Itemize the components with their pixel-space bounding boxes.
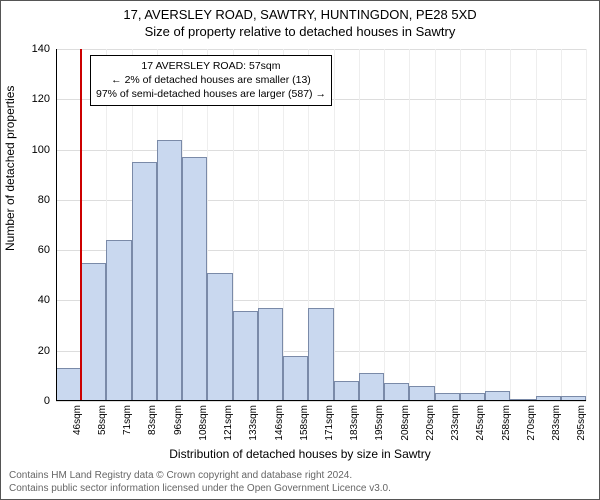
chart-container: 17, AVERSLEY ROAD, SAWTRY, HUNTINGDON, P… (0, 0, 600, 500)
gridline (510, 49, 511, 401)
x-tick-label: 220sqm (425, 401, 436, 441)
x-tick-label: 245sqm (475, 401, 486, 441)
histogram-bar (132, 162, 157, 401)
histogram-bar (182, 157, 207, 401)
x-tick-label: 108sqm (198, 401, 209, 441)
y-tick-label: 80 (20, 194, 56, 206)
gridline (485, 49, 486, 401)
histogram-bar (409, 386, 434, 401)
x-axis-label: Distribution of detached houses by size … (1, 447, 599, 461)
marker-line (80, 49, 82, 401)
x-tick-label: 233sqm (450, 401, 461, 441)
footer: Contains HM Land Registry data © Crown c… (9, 469, 391, 495)
y-tick-label: 20 (20, 345, 56, 357)
y-tick-label: 0 (20, 395, 56, 407)
y-tick-label: 40 (20, 294, 56, 306)
gridline (56, 150, 586, 151)
footer-line1: Contains HM Land Registry data © Crown c… (9, 469, 391, 482)
histogram-bar (359, 373, 384, 401)
histogram-bar (81, 263, 106, 401)
gridline (586, 49, 587, 401)
gridline (460, 49, 461, 401)
chart-subtitle: Size of property relative to detached ho… (1, 24, 599, 39)
x-tick-label: 270sqm (526, 401, 537, 441)
x-tick-label: 146sqm (274, 401, 285, 441)
gridline (409, 49, 410, 401)
y-tick-label: 120 (20, 93, 56, 105)
x-tick-label: 133sqm (248, 401, 259, 441)
gridline (384, 49, 385, 401)
histogram-bar (334, 381, 359, 401)
x-tick-label: 295sqm (576, 401, 587, 441)
x-tick-label: 171sqm (324, 401, 335, 441)
annotation-box: 17 AVERSLEY ROAD: 57sqm ← 2% of detached… (90, 55, 332, 106)
y-tick-label: 100 (20, 144, 56, 156)
x-tick-label: 158sqm (299, 401, 310, 441)
x-tick-label: 121sqm (223, 401, 234, 441)
gridline (435, 49, 436, 401)
gridline (536, 49, 537, 401)
plot-area: 02040608010012014046sqm58sqm71sqm83sqm96… (56, 49, 586, 401)
annotation-line1: 17 AVERSLEY ROAD: 57sqm (96, 59, 326, 73)
y-axis-label: Number of detached properties (3, 86, 17, 251)
histogram-bar (56, 368, 81, 401)
x-axis-line (56, 400, 586, 401)
annotation-line2: ← 2% of detached houses are smaller (13) (96, 73, 326, 87)
y-axis-line (56, 49, 57, 401)
histogram-bar (106, 240, 131, 401)
annotation-line3: 97% of semi-detached houses are larger (… (96, 87, 326, 101)
chart-title: 17, AVERSLEY ROAD, SAWTRY, HUNTINGDON, P… (1, 7, 599, 22)
gridline (359, 49, 360, 401)
histogram-bar (384, 383, 409, 401)
histogram-bar (308, 308, 333, 401)
gridline (334, 49, 335, 401)
y-tick-label: 60 (20, 244, 56, 256)
x-tick-label: 208sqm (400, 401, 411, 441)
gridline (561, 49, 562, 401)
x-tick-label: 283sqm (551, 401, 562, 441)
x-tick-label: 46sqm (72, 401, 83, 435)
x-tick-label: 183sqm (349, 401, 360, 441)
x-tick-label: 83sqm (147, 401, 158, 435)
histogram-bar (283, 356, 308, 401)
histogram-bar (258, 308, 283, 401)
x-tick-label: 195sqm (374, 401, 385, 441)
x-tick-label: 58sqm (97, 401, 108, 435)
gridline (56, 49, 586, 50)
histogram-bar (157, 140, 182, 401)
x-tick-label: 258sqm (501, 401, 512, 441)
histogram-bar (207, 273, 232, 401)
x-tick-label: 71sqm (122, 401, 133, 435)
histogram-bar (233, 311, 258, 402)
y-tick-label: 140 (20, 43, 56, 55)
footer-line2: Contains public sector information licen… (9, 482, 391, 495)
x-tick-label: 96sqm (173, 401, 184, 435)
